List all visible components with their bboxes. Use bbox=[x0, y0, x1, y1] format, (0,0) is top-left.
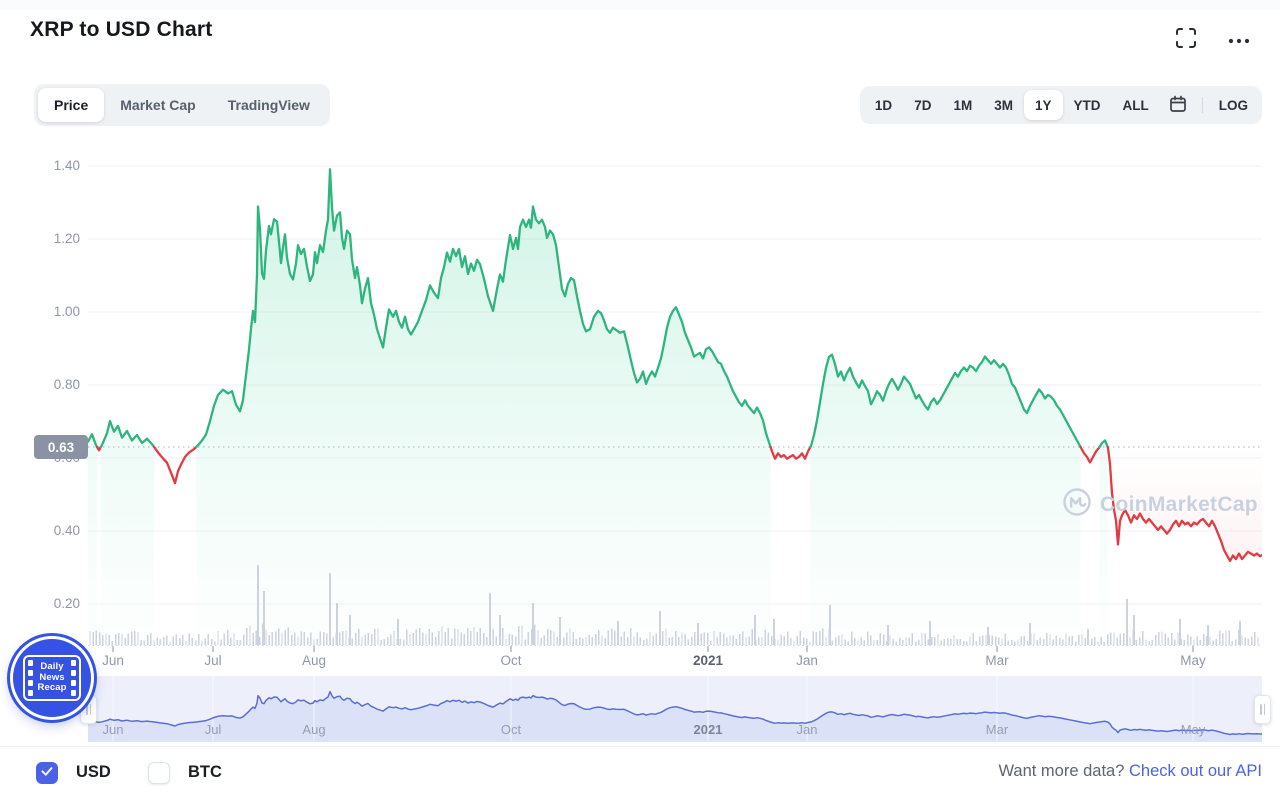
y-axis-label: 0.40 bbox=[53, 523, 80, 538]
x-axis-label: 2021 bbox=[692, 653, 724, 668]
api-link[interactable]: Check out our API bbox=[1129, 762, 1262, 780]
fullscreen-icon bbox=[1175, 27, 1197, 52]
fullscreen-button[interactable] bbox=[1173, 26, 1199, 52]
brush-right-handle[interactable] bbox=[1254, 695, 1271, 724]
current-price-badge: 0.63 bbox=[34, 435, 88, 459]
range-3m[interactable]: 3M bbox=[983, 90, 1024, 120]
more-options-button[interactable] bbox=[1222, 26, 1256, 52]
checkmark-icon bbox=[38, 762, 56, 785]
tab-price[interactable]: Price bbox=[38, 88, 105, 122]
minimap-label: Aug bbox=[302, 722, 326, 737]
calendar-icon bbox=[1169, 95, 1187, 116]
tab-tradingview[interactable]: TradingView bbox=[212, 88, 326, 122]
x-axis-tick bbox=[212, 646, 214, 652]
usd-checkbox[interactable] bbox=[36, 762, 58, 784]
page-title: XRP to USD Chart bbox=[30, 18, 213, 41]
range-1m[interactable]: 1M bbox=[942, 90, 983, 120]
y-axis-label: 1.00 bbox=[53, 304, 80, 319]
minimap-label: Oct bbox=[500, 722, 522, 737]
x-axis-label: Oct bbox=[500, 653, 522, 668]
film-strip-icon: Daily News Recap bbox=[23, 655, 81, 701]
range-1y[interactable]: 1Y bbox=[1023, 90, 1063, 120]
x-axis-label: Jan bbox=[796, 653, 818, 668]
y-axis-label: 0.80 bbox=[53, 377, 80, 392]
ellipsis-icon bbox=[1228, 31, 1250, 48]
usd-label: USD bbox=[76, 763, 111, 781]
x-axis-tick bbox=[313, 646, 315, 652]
divider bbox=[1201, 97, 1203, 113]
top-strip bbox=[0, 0, 1280, 10]
minimap-label: Jan bbox=[796, 722, 818, 737]
x-axis-label: Aug bbox=[301, 653, 327, 668]
range-all[interactable]: ALL bbox=[1112, 90, 1160, 120]
x-axis-tick bbox=[510, 646, 512, 652]
minimap-label: 2021 bbox=[693, 722, 723, 737]
range-ytd[interactable]: YTD bbox=[1063, 90, 1112, 120]
want-more-data-text: Want more data? bbox=[998, 762, 1125, 780]
x-axis-tick bbox=[707, 646, 709, 652]
minimap-label: Mar bbox=[985, 722, 1009, 737]
x-axis-label: Mar bbox=[985, 653, 1009, 668]
chart-type-tabs: Price Market Cap TradingView bbox=[34, 84, 330, 126]
minimap-label: Jun bbox=[102, 722, 124, 737]
x-axis-label: May bbox=[1180, 653, 1206, 668]
btc-label: BTC bbox=[188, 763, 222, 781]
calendar-button[interactable] bbox=[1160, 90, 1196, 120]
y-axis-label: 0.20 bbox=[53, 596, 80, 611]
minimap-label: May bbox=[1180, 722, 1206, 737]
btc-checkbox[interactable] bbox=[148, 762, 170, 784]
daily-news-recap-badge[interactable]: Daily News Recap bbox=[10, 636, 94, 720]
y-axis-label: 1.40 bbox=[53, 158, 80, 173]
range-7d[interactable]: 7D bbox=[903, 90, 942, 120]
x-axis-tick bbox=[996, 646, 998, 652]
log-scale-toggle[interactable]: LOG bbox=[1209, 98, 1258, 113]
timeline-brush[interactable] bbox=[88, 676, 1262, 742]
range-buttons: 1D 7D 1M 3M 1Y YTD ALL bbox=[864, 90, 1160, 120]
news-badge-text: Daily News Recap bbox=[37, 661, 67, 694]
y-axis-label: 1.20 bbox=[53, 231, 80, 246]
volume-bars bbox=[89, 565, 1259, 645]
range-selector: 1D 7D 1M 3M 1Y YTD ALL LOG bbox=[859, 86, 1262, 124]
minimap-label: Jul bbox=[204, 722, 222, 737]
x-axis-tick bbox=[1192, 646, 1194, 652]
x-axis-label: Jul bbox=[204, 653, 222, 668]
price-chart-canvas[interactable] bbox=[88, 150, 1262, 647]
api-promo: Want more data? Check out our API bbox=[998, 762, 1262, 781]
footer-divider bbox=[0, 746, 1280, 747]
range-1d[interactable]: 1D bbox=[864, 90, 903, 120]
tab-market-cap[interactable]: Market Cap bbox=[104, 88, 211, 122]
x-axis-label: Jun bbox=[102, 653, 124, 668]
x-axis-tick bbox=[112, 646, 114, 652]
x-axis-tick bbox=[806, 646, 808, 652]
